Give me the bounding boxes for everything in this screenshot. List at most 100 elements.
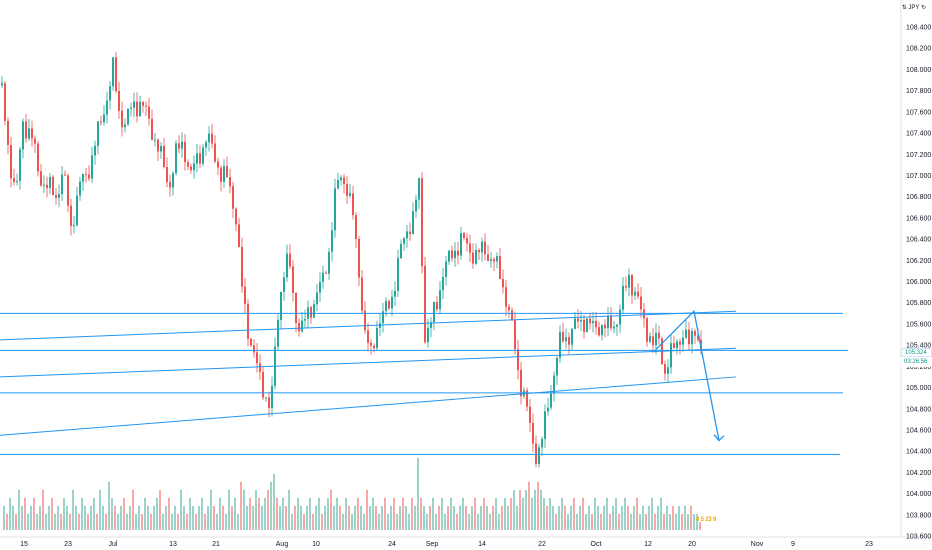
volume-bar	[222, 506, 224, 530]
volume-bar	[405, 506, 407, 530]
candle-body	[541, 438, 543, 448]
candle-body	[571, 328, 573, 345]
candle-body	[28, 128, 30, 139]
volume-bar	[543, 498, 545, 530]
candle-body	[637, 291, 639, 297]
volume-bar	[51, 498, 53, 530]
volume-bar	[144, 498, 146, 530]
candle-body	[175, 143, 177, 174]
volume-bar	[330, 490, 332, 530]
volume-bar	[315, 506, 317, 530]
candle-body	[595, 321, 597, 328]
candle-body	[652, 336, 654, 346]
volume-bar	[210, 490, 212, 530]
price-tick-label: 107.400	[906, 131, 931, 138]
candle-body	[298, 322, 300, 332]
volume-bar	[615, 498, 617, 530]
candle-body	[133, 101, 135, 108]
volume-bar	[33, 498, 35, 530]
candle-body	[211, 133, 213, 144]
time-axis[interactable]: 15 23 Jul 13 21 Aug 10 24 Sep 14 22 Oct 12 20 Nov 9 23	[20, 541, 873, 548]
volume-bar	[366, 490, 368, 530]
volume-bar	[333, 506, 335, 530]
volume-bar	[195, 514, 197, 530]
candle-body	[445, 261, 447, 277]
volume-bar	[354, 506, 356, 530]
candle-body	[574, 318, 576, 329]
candle-body	[370, 342, 372, 346]
candle-body	[265, 397, 267, 399]
volume-bar	[243, 490, 245, 530]
volume-bar	[402, 498, 404, 530]
volume-bar	[261, 506, 263, 530]
candle-body	[577, 318, 579, 322]
volume-bar	[186, 514, 188, 530]
candle-body	[46, 184, 48, 189]
candle-body	[433, 301, 435, 323]
volume-bar	[9, 498, 11, 530]
volume-bar	[138, 506, 140, 530]
trendlines[interactable]	[0, 310, 737, 436]
candle-body	[259, 363, 261, 372]
volume-bar	[165, 506, 167, 530]
candle-body	[403, 238, 405, 244]
candle-body	[73, 225, 75, 227]
candle-body	[346, 184, 348, 196]
volume-bar	[435, 514, 437, 530]
volume-bar	[456, 514, 458, 530]
volume-bar	[105, 514, 107, 530]
candle-body	[262, 371, 264, 398]
horizontal-levels[interactable]	[0, 312, 848, 455]
volume-bar	[228, 490, 230, 530]
volume-bar	[597, 506, 599, 530]
candle-body	[361, 277, 363, 311]
volume-bar	[339, 506, 341, 530]
candle-body	[481, 241, 483, 253]
candle-body	[418, 178, 420, 200]
volume-bar	[36, 514, 38, 530]
candle-body	[400, 243, 402, 259]
volume-bar	[555, 514, 557, 530]
price-axis[interactable]: 108.400 108.200 108.000 107.800 107.600 107.4…	[906, 25, 931, 541]
volume-bar	[273, 474, 275, 530]
candle-body	[10, 144, 12, 179]
candle-body	[547, 407, 549, 412]
volume-bar	[579, 506, 581, 530]
volume-bar	[318, 498, 320, 530]
symbol-label[interactable]: ⇅ JPY ↻	[901, 5, 926, 11]
volume-bar	[489, 514, 491, 530]
volume-bar	[621, 506, 623, 530]
volume-bar	[567, 514, 569, 530]
volume-bar	[246, 506, 248, 530]
candle-body	[208, 133, 210, 143]
candle-body	[130, 107, 132, 109]
candle-body	[40, 171, 42, 186]
volume-bar	[540, 490, 542, 530]
candle-body	[304, 318, 306, 321]
volume-bar	[672, 506, 674, 530]
volume-bar	[18, 490, 20, 530]
candle-body	[283, 277, 285, 292]
candle-body	[82, 174, 84, 182]
candle-body	[550, 393, 552, 408]
price-tick-label: 106.600	[906, 215, 931, 222]
volume-bar	[255, 490, 257, 530]
volume-bar	[45, 514, 47, 530]
volume-bar	[651, 498, 653, 530]
candle-body	[379, 323, 381, 328]
price-tick-label: 108.000	[906, 67, 931, 74]
volume-bar	[12, 506, 14, 530]
candle-body	[616, 324, 618, 327]
volume-bar	[675, 514, 677, 530]
volume-bar	[498, 514, 500, 530]
volume-bar	[285, 506, 287, 530]
volume-bar	[363, 514, 365, 530]
price-tick-label: 106.200	[906, 258, 931, 265]
projection-arrow[interactable]	[654, 309, 725, 442]
candle-body	[589, 318, 591, 324]
event-flag[interactable]: 4 5 23 9	[696, 517, 717, 523]
candle-body	[52, 176, 54, 196]
volume-bar	[660, 498, 662, 530]
candle-body	[565, 337, 567, 342]
